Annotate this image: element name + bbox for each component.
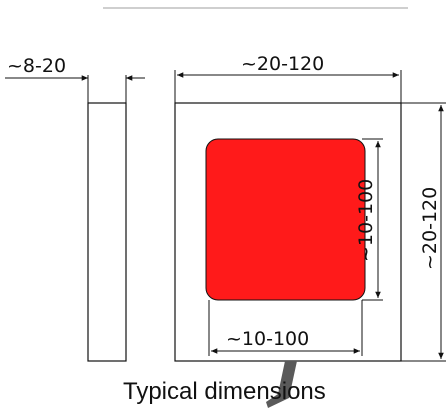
inner-width-label: ~10-100 xyxy=(226,328,309,350)
side-view-outline xyxy=(87,102,127,362)
outer-height-label: ~20-120 xyxy=(419,187,441,270)
thickness-label: ~8-20 xyxy=(7,55,66,77)
outer-width-label: ~20-120 xyxy=(241,53,324,75)
caption: Typical dimensions xyxy=(123,378,326,405)
sensor-pad xyxy=(205,138,366,301)
inner-height-label: ~10-100 xyxy=(355,179,377,262)
sensor-cable xyxy=(266,361,297,408)
